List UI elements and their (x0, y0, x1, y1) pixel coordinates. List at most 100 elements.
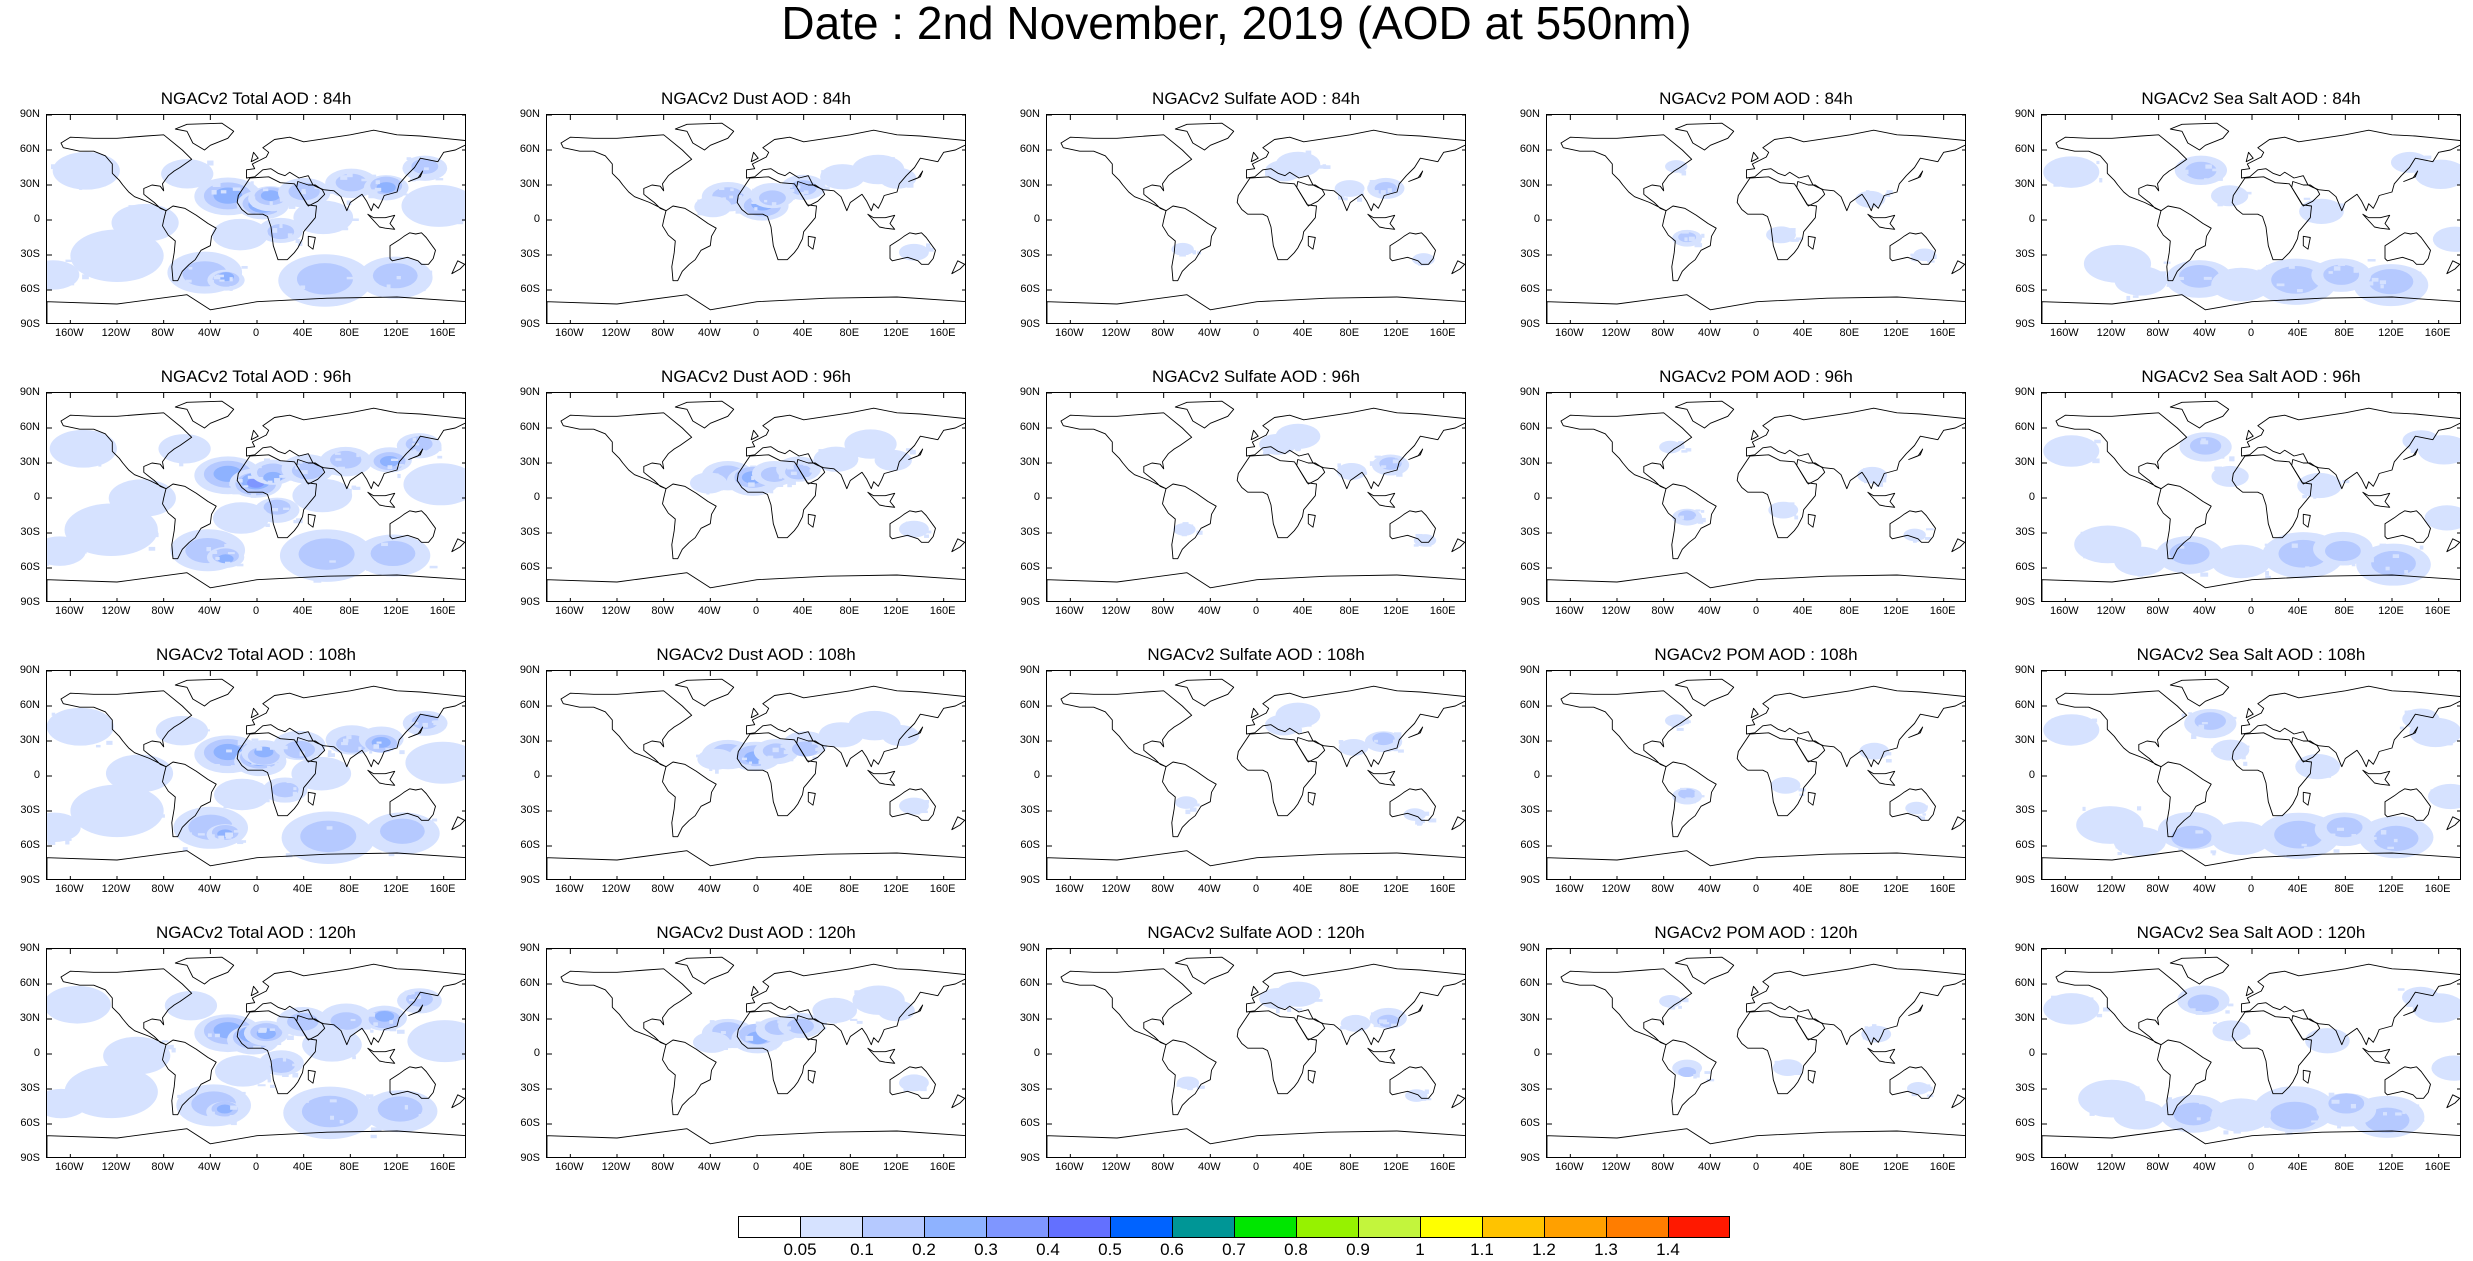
lon-label: 120W (2089, 327, 2133, 339)
aod-speckle (864, 720, 871, 723)
axis-ticks (1547, 671, 1966, 880)
aod-speckle (373, 744, 379, 749)
world-map (2041, 670, 2461, 880)
coastline (1547, 573, 1966, 602)
aod-speckle (413, 438, 416, 442)
coastline (2246, 152, 2253, 161)
aod-speckle (162, 1040, 169, 1042)
aod-speckle (58, 1111, 64, 1114)
lat-label: 60S (1500, 839, 1540, 851)
coastline (452, 817, 465, 830)
colorbar-swatch (1296, 1216, 1358, 1238)
aod-speckle (413, 1006, 416, 1011)
map-svg (1547, 115, 1966, 324)
aod-speckle (438, 493, 444, 496)
aod-speckle (248, 476, 256, 479)
lon-label: 160W (47, 1161, 91, 1173)
aod-speckle (2445, 183, 2450, 186)
aod-speckle (888, 177, 895, 180)
aod-speckle (915, 809, 918, 814)
lon-label: 160E (921, 1161, 965, 1173)
aod-speckle (805, 477, 811, 480)
aod-speckle (2067, 164, 2071, 167)
aod-speckle (221, 190, 227, 193)
aod-speckle (1675, 163, 1679, 165)
coastline (175, 679, 233, 706)
coastline (308, 792, 315, 805)
aod-speckle (771, 186, 776, 188)
lat-label: 60N (1000, 421, 1040, 433)
aod-speckle (2326, 1043, 2329, 1047)
coastline (1251, 152, 1258, 161)
aod-speckle (2449, 798, 2454, 801)
lon-label: 160W (1047, 327, 1091, 339)
map-svg (47, 115, 466, 324)
coastline (1747, 408, 1967, 489)
lon-label: 160E (421, 883, 465, 895)
aod-speckle (2229, 1123, 2236, 1127)
aod-speckle (2460, 1004, 2461, 1007)
lon-label: 40E (1281, 605, 1325, 617)
lon-label: 120W (1094, 1161, 1138, 1173)
aod-speckle (2243, 762, 2247, 766)
lon-label: 120E (374, 327, 418, 339)
aod-speckle (1679, 170, 1684, 173)
aod-speckle (917, 809, 923, 813)
colorbar-label: 0.3 (966, 1241, 1006, 1259)
aod-speckle (352, 1055, 356, 1059)
coastline (808, 1070, 815, 1083)
aod-speckle (2444, 241, 2452, 245)
lon-label: 120E (874, 327, 918, 339)
aod-speckle (252, 242, 256, 245)
aod-speckle (1678, 1006, 1682, 1009)
world-map (1546, 114, 1966, 324)
aod-speckle (184, 741, 190, 744)
coastlines (1547, 679, 1966, 880)
aod-speckle (1374, 1024, 1380, 1027)
lat-label: 30S (500, 804, 540, 816)
aod-speckle (2209, 546, 2215, 550)
aod-speckle (140, 1078, 144, 1082)
aod-speckle (860, 726, 866, 729)
aod-speckle (282, 1073, 289, 1077)
aod-speckle (414, 547, 421, 550)
aod-speckle (1323, 164, 1326, 167)
aod-speckle (2218, 1034, 2221, 1037)
lon-label: 120W (594, 1161, 638, 1173)
lat-label: 90S (500, 1152, 540, 1164)
aod-speckle (299, 1033, 302, 1036)
map-svg (547, 393, 966, 602)
aod-speckle (2181, 170, 2189, 175)
lat-label: 60S (1000, 283, 1040, 295)
aod-speckle (2133, 295, 2139, 298)
world-map (1046, 948, 1466, 1158)
aod-speckle (904, 1087, 910, 1091)
lon-label: 40W (187, 327, 231, 339)
aod-speckle (336, 1046, 341, 1050)
lon-label: 0 (1234, 605, 1278, 617)
aod-speckle (2430, 738, 2436, 743)
lat-label: 60N (1000, 699, 1040, 711)
lon-label: 80W (2136, 605, 2180, 617)
map-svg (547, 115, 966, 324)
aod-speckle (1870, 468, 1874, 471)
aod-speckle (287, 1035, 294, 1040)
aod-speckle (2380, 285, 2383, 289)
aod-speckle (821, 1018, 828, 1022)
lon-label: 0 (234, 883, 278, 895)
aod-speckle (398, 1018, 405, 1023)
aod-speckle (1693, 1074, 1696, 1078)
aod-speckle (88, 1013, 95, 1017)
lon-label: 160E (1421, 883, 1465, 895)
aod-speckle (1910, 254, 1916, 257)
aod-speckle (2228, 1004, 2233, 1007)
lat-label: 30N (1995, 1012, 2035, 1024)
aod-speckle (2393, 554, 2399, 558)
lon-label: 120E (2369, 1161, 2413, 1173)
aod-speckle (1674, 999, 1678, 1002)
colorbar-swatch (924, 1216, 986, 1238)
lat-label: 0 (1500, 213, 1540, 225)
